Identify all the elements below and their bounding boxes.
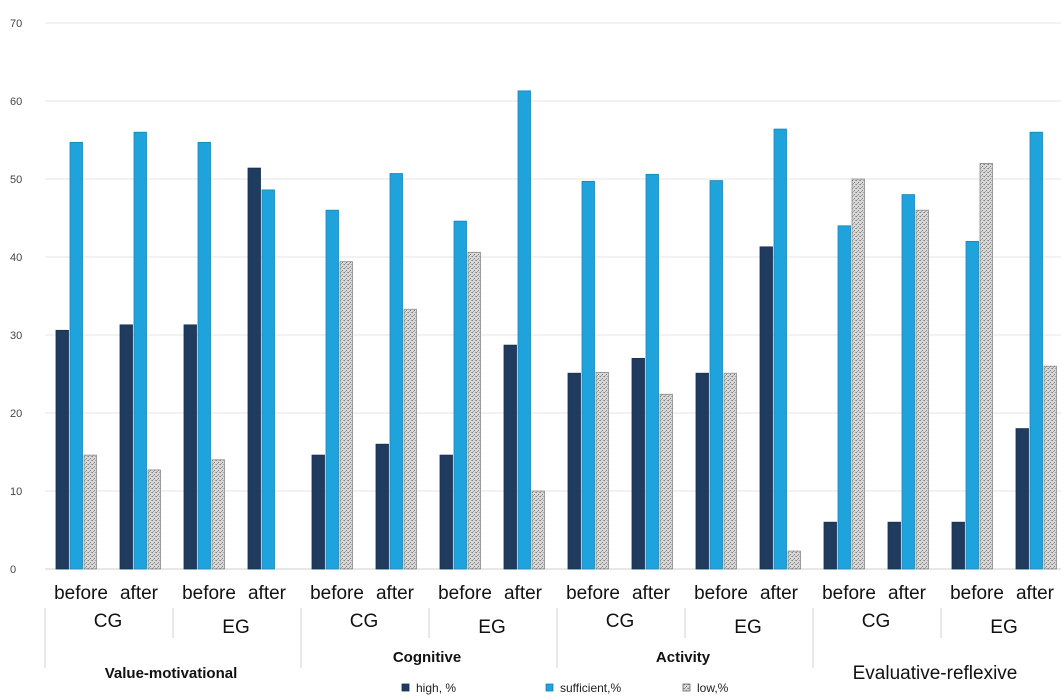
sufficient-bar xyxy=(837,225,851,570)
high-bar xyxy=(695,372,709,570)
sufficient-bar xyxy=(197,141,211,570)
sufficient-bar xyxy=(709,180,723,570)
stage-label: before xyxy=(438,583,492,604)
high-bar xyxy=(759,246,773,570)
high-bar xyxy=(631,357,645,570)
y-tick-label: 50 xyxy=(10,174,22,186)
x-axis-labels: before after CG before after EG Value-motivati… xyxy=(44,583,1055,684)
sufficient-bar xyxy=(389,173,403,570)
legend-swatch xyxy=(401,683,410,692)
low-bar xyxy=(659,393,673,570)
high-bar xyxy=(951,521,965,570)
group-label: EG xyxy=(734,617,761,638)
stage-label: after xyxy=(504,583,543,604)
low-bar xyxy=(979,162,993,570)
sufficient-bar xyxy=(261,189,275,570)
stage-label: before xyxy=(694,583,748,604)
high-bar xyxy=(503,344,517,570)
group-label: EG xyxy=(990,617,1017,638)
group-label: CG xyxy=(350,611,379,632)
y-tick-label: 30 xyxy=(10,330,22,342)
high-bar xyxy=(119,324,133,570)
stage-label: after xyxy=(376,583,415,604)
group-label: CG xyxy=(94,611,123,632)
group-label: EG xyxy=(222,617,249,638)
y-tick-label: 70 xyxy=(10,18,22,30)
bars xyxy=(55,90,1057,570)
sufficient-bar xyxy=(965,240,979,570)
legend-swatch xyxy=(545,683,554,692)
high-bar xyxy=(439,454,453,570)
stage-label: before xyxy=(182,583,236,604)
high-bar xyxy=(247,167,261,570)
sufficient-bar xyxy=(453,220,467,570)
sufficient-bar xyxy=(581,180,595,570)
sufficient-bar xyxy=(69,141,83,570)
stage-label: after xyxy=(632,583,671,604)
legend-label: low,% xyxy=(697,681,729,695)
stage-label: before xyxy=(54,583,108,604)
sufficient-bar xyxy=(773,128,787,570)
sufficient-bar xyxy=(133,131,147,570)
stage-label: before xyxy=(566,583,620,604)
legend: high, % sufficient,% low,% xyxy=(401,681,729,695)
y-axis: 0 10 20 30 40 50 60 70 xyxy=(10,18,22,576)
low-bar xyxy=(403,308,417,570)
high-bar xyxy=(887,521,901,570)
high-bar xyxy=(375,443,389,570)
low-bar xyxy=(595,372,609,570)
group-label: CG xyxy=(862,611,891,632)
legend-label: sufficient,% xyxy=(560,681,621,695)
stage-label: after xyxy=(1016,583,1055,604)
stage-label: after xyxy=(248,583,287,604)
low-bar xyxy=(467,251,481,570)
criterion-label: Cognitive xyxy=(393,649,461,666)
high-bar xyxy=(183,324,197,570)
stage-label: before xyxy=(822,583,876,604)
low-bar xyxy=(787,550,801,570)
low-bar xyxy=(147,469,161,570)
sufficient-bar xyxy=(645,173,659,570)
stage-label: after xyxy=(888,583,927,604)
y-tick-label: 60 xyxy=(10,96,22,108)
low-bar xyxy=(723,372,737,570)
low-bar xyxy=(83,454,97,570)
high-bar xyxy=(311,454,325,570)
legend-swatch xyxy=(682,683,691,692)
legend-label: high, % xyxy=(416,681,456,695)
y-tick-label: 0 xyxy=(10,564,16,576)
group-label: CG xyxy=(606,611,635,632)
stage-label: after xyxy=(760,583,799,604)
low-bar xyxy=(1043,365,1057,570)
y-tick-label: 20 xyxy=(10,408,22,420)
low-bar xyxy=(211,459,225,570)
sufficient-bar xyxy=(325,209,339,570)
sufficient-bar xyxy=(1029,131,1043,570)
y-tick-label: 10 xyxy=(10,486,22,498)
high-bar xyxy=(567,372,581,570)
high-bar xyxy=(1015,428,1029,570)
stage-label: before xyxy=(950,583,1004,604)
criterion-label: Evaluative-reflexive xyxy=(853,663,1018,684)
low-bar xyxy=(915,209,929,570)
group-label: EG xyxy=(478,617,505,638)
high-bar xyxy=(55,329,69,570)
low-bar xyxy=(851,178,865,570)
criterion-label: Value-motivational xyxy=(105,665,238,682)
sufficient-bar xyxy=(517,90,531,570)
high-bar xyxy=(823,521,837,570)
sufficient-bar xyxy=(901,194,915,570)
stage-label: before xyxy=(310,583,364,604)
low-bar xyxy=(531,490,545,570)
criterion-label: Activity xyxy=(656,649,711,666)
low-bar xyxy=(339,261,353,570)
stage-label: after xyxy=(120,583,159,604)
y-tick-label: 40 xyxy=(10,252,22,264)
